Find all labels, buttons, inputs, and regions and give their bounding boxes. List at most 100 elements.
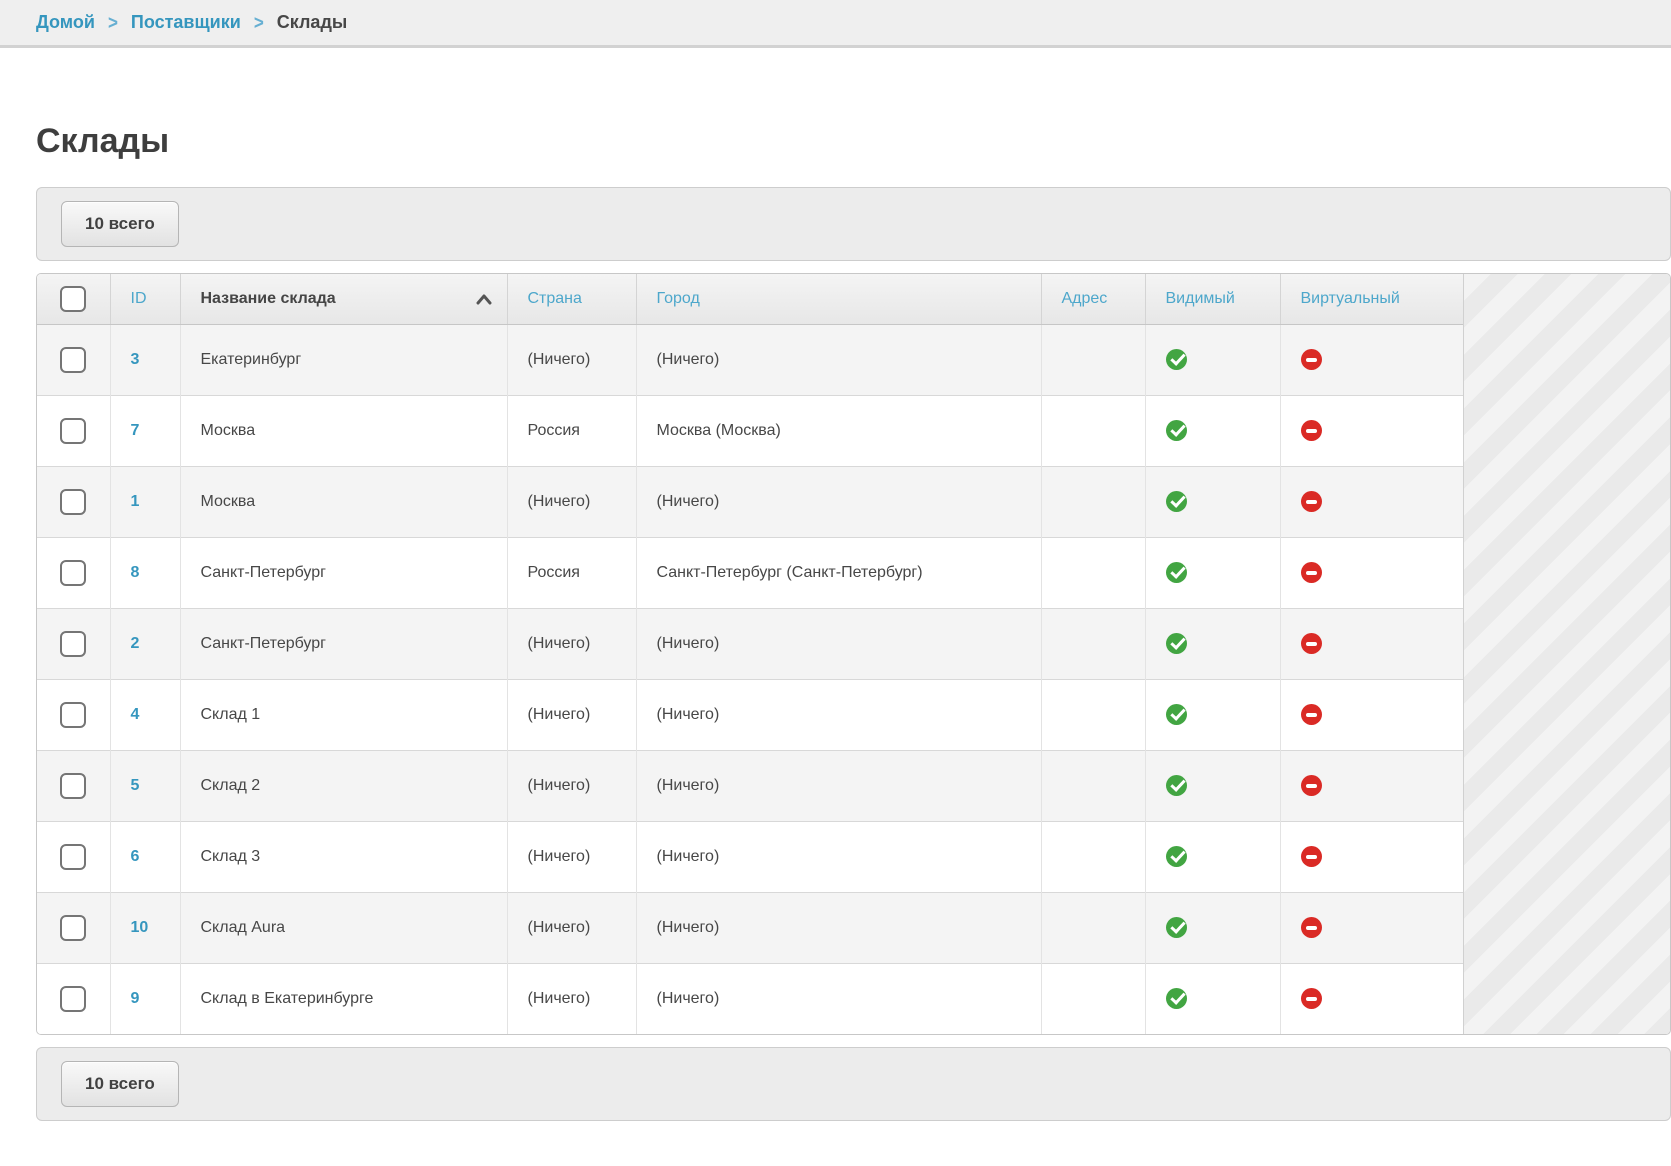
column-header-virtual[interactable]: Виртуальный [1280,274,1463,325]
row-checkbox[interactable] [60,914,87,941]
row-checkbox[interactable] [60,488,87,515]
row-name-cell: Санкт-Петербург [180,607,508,679]
check-circle-icon[interactable] [1165,917,1187,938]
row-name-cell: Москва [180,394,508,466]
row-virtual-cell [1280,678,1463,750]
breadcrumb-link-home[interactable]: Домой [36,12,95,32]
row-city-cell: (Ничего) [636,962,1042,1034]
column-header-address[interactable]: Адрес [1041,274,1146,325]
row-id-link[interactable]: 3 [130,350,140,368]
row-checkbox[interactable] [60,985,87,1012]
breadcrumb-current: Склады [276,12,348,32]
row-id-link[interactable]: 6 [130,847,140,865]
check-circle-icon[interactable] [1165,420,1187,441]
row-checkbox[interactable] [60,417,87,444]
column-header-id-link[interactable]: ID [130,289,147,307]
row-name-cell: Санкт-Петербург [180,536,508,608]
column-header-city[interactable]: Город [636,274,1042,325]
row-checkbox[interactable] [60,701,87,728]
check-circle-icon[interactable] [1165,349,1187,370]
row-id-link[interactable]: 4 [130,705,140,723]
select-all-checkbox[interactable] [60,285,87,312]
row-address-cell [1041,678,1146,750]
row-address-cell [1041,962,1146,1034]
row-city-cell: (Ничего) [636,678,1042,750]
row-virtual-cell [1280,891,1463,963]
row-checkbox[interactable] [60,559,87,586]
column-header-visible[interactable]: Видимый [1145,274,1281,325]
row-checkbox[interactable] [60,772,87,799]
table-row: 6 Склад 3 (Ничего) (Ничего) [37,820,1463,892]
check-circle-icon[interactable] [1165,988,1187,1010]
row-city-cell: (Ничего) [636,820,1042,892]
row-address-cell [1041,394,1146,466]
column-header-visible-link[interactable]: Видимый [1165,289,1235,307]
row-address-cell [1041,607,1146,679]
table-row: 7 Москва Россия Москва (Москва) [37,394,1463,466]
table-row: 8 Санкт-Петербург Россия Санкт-Петербург (С… [37,536,1463,608]
column-header-city-link[interactable]: Город [656,289,700,307]
minus-circle-icon[interactable] [1300,562,1322,583]
row-name-cell: Склад 2 [180,749,508,821]
table-header-row: ID Название склада Страна [37,274,1463,325]
row-select-cell [37,749,111,821]
row-virtual-cell [1280,962,1463,1034]
row-name-cell: Склад Aura [180,891,508,963]
row-visible-cell [1145,324,1281,395]
row-address-cell [1041,465,1146,537]
row-virtual-cell [1280,465,1463,537]
column-header-name[interactable]: Название склада [180,274,508,325]
row-visible-cell [1145,465,1281,537]
row-id-cell: 9 [110,962,181,1034]
row-id-link[interactable]: 5 [130,776,140,794]
check-circle-icon[interactable] [1165,846,1187,867]
row-country-cell: (Ничего) [507,749,637,821]
row-select-cell [37,324,111,395]
row-checkbox[interactable] [60,346,87,373]
minus-circle-icon[interactable] [1300,420,1322,441]
row-virtual-cell [1280,536,1463,608]
row-select-cell [37,820,111,892]
row-id-link[interactable]: 8 [130,563,140,581]
minus-circle-icon[interactable] [1300,988,1322,1010]
minus-circle-icon[interactable] [1300,491,1322,512]
row-name-cell: Склад 3 [180,820,508,892]
row-id-link[interactable]: 10 [130,918,149,936]
column-header-virtual-link[interactable]: Виртуальный [1300,289,1400,307]
minus-circle-icon[interactable] [1300,349,1322,370]
row-country-cell: (Ничего) [507,324,637,395]
check-circle-icon[interactable] [1165,562,1187,583]
row-select-cell [37,465,111,537]
minus-circle-icon[interactable] [1300,917,1322,938]
minus-circle-icon[interactable] [1300,846,1322,867]
minus-circle-icon[interactable] [1300,775,1322,796]
row-visible-cell [1145,536,1281,608]
column-header-id[interactable]: ID [110,274,181,325]
row-id-link[interactable]: 2 [130,634,140,652]
check-circle-icon[interactable] [1165,633,1187,654]
breadcrumb: Домой > Поставщики > Склады [0,0,1671,48]
check-circle-icon[interactable] [1165,704,1187,725]
row-checkbox[interactable] [60,843,87,870]
row-address-cell [1041,536,1146,608]
row-checkbox[interactable] [60,630,87,657]
breadcrumb-link-suppliers[interactable]: Поставщики [130,12,241,32]
check-circle-icon[interactable] [1165,775,1187,796]
row-id-cell: 5 [110,749,181,821]
total-count-badge: 10 всего [61,201,179,247]
row-id-link[interactable]: 7 [130,421,140,439]
page-title: Склады [36,122,170,160]
row-id-link[interactable]: 9 [130,989,140,1007]
row-id-link[interactable]: 1 [130,492,140,510]
table-row: 1 Москва (Ничего) (Ничего) [37,465,1463,537]
minus-circle-icon[interactable] [1300,704,1322,725]
warehouse-table: ID Название склада Страна [37,274,1463,1034]
check-circle-icon[interactable] [1165,491,1187,512]
row-country-cell: (Ничего) [507,465,637,537]
row-select-cell [37,536,111,608]
minus-circle-icon[interactable] [1300,633,1322,654]
column-header-address-link[interactable]: Адрес [1061,289,1108,307]
column-header-country-link[interactable]: Страна [527,289,582,307]
row-virtual-cell [1280,749,1463,821]
column-header-country[interactable]: Страна [507,274,637,325]
